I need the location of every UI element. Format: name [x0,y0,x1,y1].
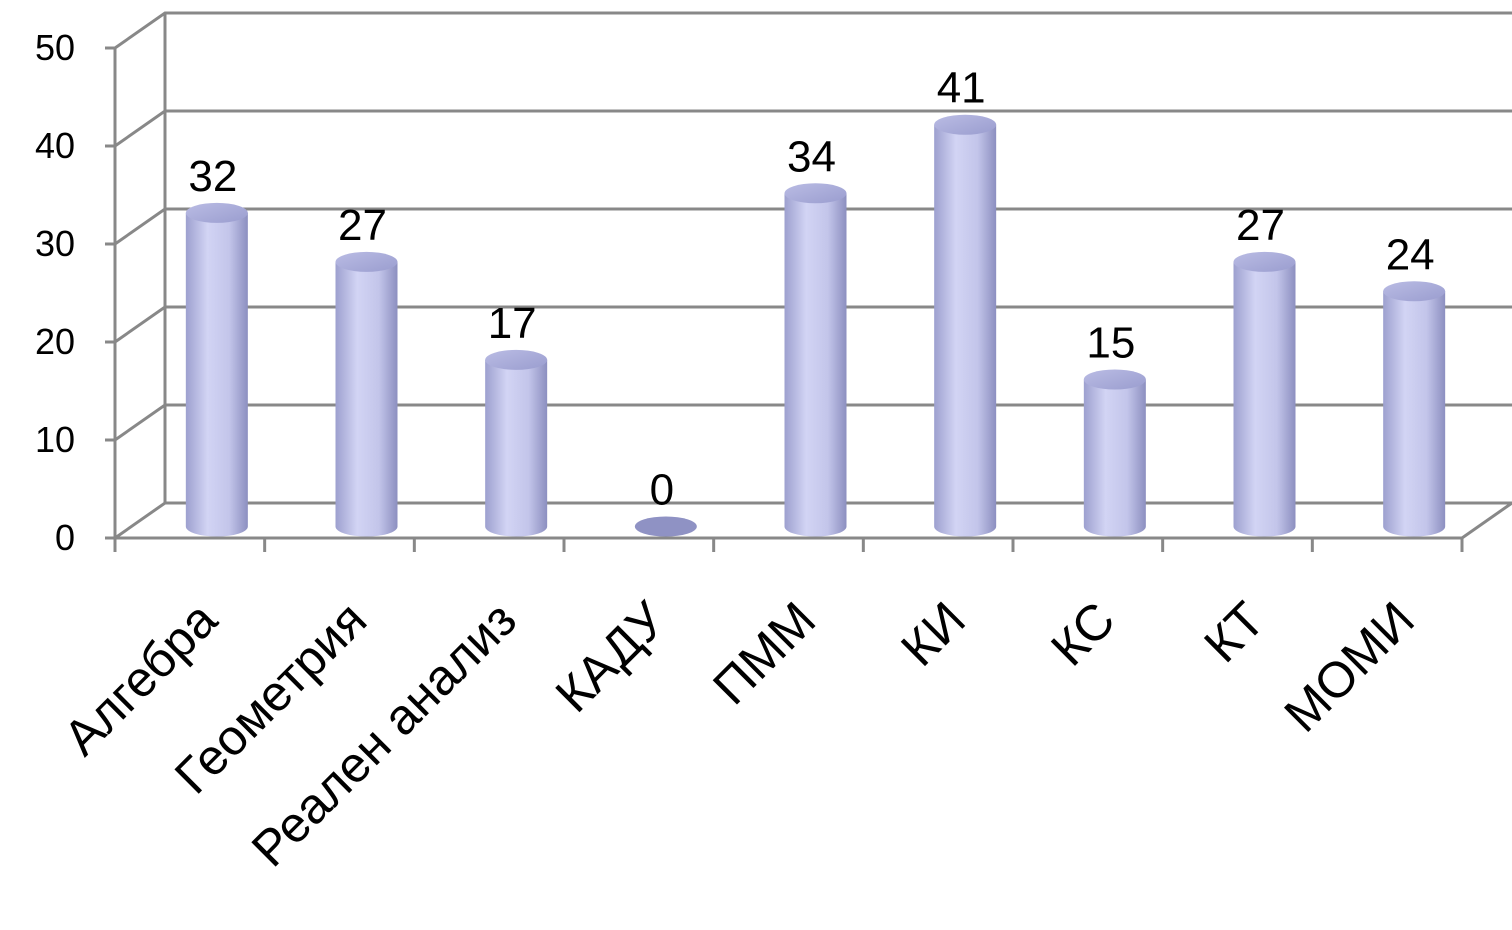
category-label: Реален анализ [241,591,527,877]
gridline [114,305,1512,344]
bar [1233,251,1296,537]
bar-body [1383,291,1446,537]
bar [634,516,697,537]
bar [934,114,997,537]
y-tick-label: 10 [35,419,75,460]
data-label: 41 [937,64,986,113]
bar [1383,281,1446,537]
bar [784,183,847,537]
y-tick-label: 30 [35,223,75,264]
bar-cap [634,516,697,537]
floor-right-edge [1461,501,1512,540]
category-label: КС [1040,591,1125,676]
axes [105,46,1464,552]
data-label: 32 [188,152,237,201]
category-label: КАДУ [545,591,677,723]
bar-body [784,193,847,537]
data-label: 15 [1086,319,1135,368]
bar-body [485,359,548,537]
bar-cap [934,114,997,135]
bar [485,349,548,537]
bar-body [1083,379,1146,537]
gridline [114,207,1512,246]
category-label: КИ [890,591,976,677]
bars [185,114,1446,537]
bar-cap [1233,251,1296,272]
bar [185,202,248,537]
bar-cap [485,349,548,370]
y-tick-label: 0 [55,517,75,558]
bar-cap [1383,281,1446,302]
data-label: 24 [1386,230,1435,279]
y-tick-label: 20 [35,321,75,362]
bar-body [934,124,997,537]
data-label: 34 [787,132,836,181]
bar-body [335,261,398,537]
bar-body [185,212,248,537]
category-label: МОМИ [1274,591,1425,742]
grid [114,11,1512,540]
bar-cap [185,202,248,223]
data-label: 27 [1236,201,1285,250]
bar-cap [784,183,847,204]
gridline [114,109,1512,148]
bar-body [1233,261,1296,537]
y-tick-label: 50 [35,27,75,68]
bar-cap [1083,369,1146,390]
y-tick-label: 40 [35,125,75,166]
bar-cap [335,251,398,272]
gridline [114,11,1512,50]
bar [1083,369,1146,537]
data-label: 27 [338,201,387,250]
category-label: ПММ [702,591,826,715]
category-label: КТ [1193,591,1275,673]
bar [335,251,398,537]
data-label: 17 [488,299,537,348]
data-label: 0 [650,466,674,515]
